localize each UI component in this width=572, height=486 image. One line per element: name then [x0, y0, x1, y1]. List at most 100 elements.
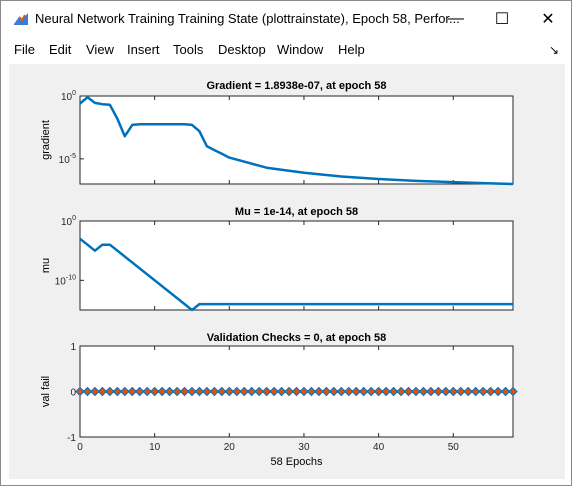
valfail-marker-36 [344, 386, 354, 397]
figure-canvas: Gradient = 1.8938e-07, at epoch 58 gradie… [9, 64, 565, 479]
dock-arrow-icon[interactable]: ↘ [548, 43, 559, 57]
gradient-axes [79, 95, 514, 185]
valfail-marker-3 [97, 386, 108, 397]
menu-insert[interactable]: Insert [127, 42, 160, 57]
valfail-marker-23 [246, 386, 257, 397]
gradient-line [79, 96, 514, 186]
valfail-marker-42 [388, 386, 399, 397]
gradient-ytick-1-label: 10-5 [59, 153, 76, 166]
valfail-marker-47 [426, 386, 436, 397]
valfail-marker-58 [508, 386, 518, 397]
minimize-button[interactable]: — [433, 1, 479, 37]
valfail-marker-21 [232, 386, 242, 397]
valfail-marker-48 [433, 386, 444, 397]
gradient-ylabel: gradient [40, 120, 52, 160]
valfail-ytick-label-2: -1 [67, 433, 76, 444]
menu-file[interactable]: File [14, 42, 35, 57]
menu-edit[interactable]: Edit [49, 42, 72, 57]
valfail-marker-17 [202, 386, 212, 397]
valfail-ytick-label-1: 0 [70, 388, 76, 399]
menu-tools[interactable]: Tools [173, 42, 204, 57]
matlab-app-icon [13, 11, 29, 27]
valfail-marker-40 [373, 386, 384, 397]
valfail-marker-6 [120, 386, 130, 397]
valfail-marker-13 [172, 386, 182, 397]
minimize-icon: — [448, 10, 464, 27]
valfail-marker-29 [291, 386, 302, 397]
mu-line [79, 237, 513, 312]
valfail-xtick-label-50: 50 [448, 442, 460, 453]
valfail-marker-37 [351, 386, 361, 397]
title-bar[interactable]: Neural Network Training Training State (… [1, 1, 571, 37]
valfail-marker-0 [75, 386, 85, 397]
valfail-marker-52 [463, 386, 473, 397]
valfail-marker-14 [179, 386, 190, 397]
gradient-ytick-0-label: 100 [61, 90, 76, 103]
valfail-marker-45 [411, 386, 421, 397]
valfail-marker-10 [149, 386, 160, 397]
valfail-marker-22 [239, 386, 249, 397]
valfail-marker-55 [485, 386, 496, 397]
valfail-marker-53 [470, 386, 481, 397]
mu-title: Mu = 1e-14, at epoch 58 [235, 206, 358, 218]
valfail-marker-27 [276, 386, 287, 397]
valfail-marker-49 [441, 386, 451, 397]
valfail-marker-5 [112, 386, 123, 397]
gradient-title: Gradient = 1.8938e-07, at epoch 58 [206, 80, 386, 92]
valfail-marker-8 [135, 386, 145, 397]
valfail-marker-54 [478, 386, 488, 397]
valfail-marker-28 [284, 386, 294, 397]
menu-desktop[interactable]: Desktop [218, 42, 266, 57]
valfail-marker-26 [269, 386, 279, 397]
valfail-marker-7 [127, 386, 137, 397]
valfail-marker-50 [448, 386, 458, 397]
valfail-ylabel: val fail [40, 376, 52, 407]
valfail-xtick-label-30: 30 [298, 442, 310, 453]
valfail-marker-25 [261, 386, 272, 397]
valfail-marker-38 [358, 386, 369, 397]
maximize-button[interactable]: ☐ [479, 1, 525, 37]
valfail-marker-15 [187, 386, 197, 397]
valfail-marker-51 [456, 386, 466, 397]
valfail-xlabel: 58 Epochs [271, 456, 323, 468]
mu-axes [79, 220, 514, 311]
valfail-marker-4 [105, 386, 115, 397]
valfail-ytick-label-0: 1 [70, 342, 76, 353]
valfail-marker-11 [157, 386, 167, 397]
valfail-marker-44 [403, 386, 414, 397]
valfail-marker-35 [336, 386, 347, 397]
mu-ytick-0-label: 100 [61, 215, 76, 228]
valfail-marker-39 [366, 386, 376, 397]
valfail-marker-31 [306, 386, 317, 397]
valfail-marker-33 [321, 386, 332, 397]
valfail-marker-12 [164, 386, 175, 397]
valfail-marker-32 [314, 386, 324, 397]
menu-window[interactable]: Window [277, 42, 324, 57]
valfail-xtick-label-20: 20 [224, 442, 236, 453]
valfail-marker-1 [82, 386, 93, 397]
maximize-icon: ☐ [494, 11, 510, 28]
valfail-marker-34 [329, 386, 339, 397]
plots-svg: Gradient = 1.8938e-07, at epoch 58 gradie… [40, 80, 518, 468]
valfail-marker-2 [90, 386, 100, 397]
valfail-title: Validation Checks = 0, at epoch 58 [207, 332, 386, 344]
valfail-marker-41 [381, 386, 391, 397]
menu-view[interactable]: View [86, 42, 114, 57]
close-icon: ✕ [541, 11, 555, 28]
valfail-marker-19 [217, 386, 227, 397]
menu-help[interactable]: Help [338, 42, 365, 57]
valfail-xtick-label-10: 10 [149, 442, 161, 453]
valfail-marker-9 [142, 386, 152, 397]
valfail-xtick-label-40: 40 [373, 442, 385, 453]
valfail-marker-46 [418, 386, 429, 397]
mu-ylabel: mu [40, 258, 52, 273]
mu-ytick-1-label: 10-10 [55, 274, 76, 287]
menu-bar: File Edit View Insert Tools Desktop Wind… [1, 37, 571, 63]
valfail-marker-18 [209, 386, 220, 397]
valfail-marker-30 [299, 386, 309, 397]
valfail-marker-56 [493, 386, 503, 397]
close-button[interactable]: ✕ [525, 1, 571, 37]
valfail-xtick-label-0: 0 [77, 442, 83, 453]
window-title: Neural Network Training Training State (… [35, 11, 460, 26]
